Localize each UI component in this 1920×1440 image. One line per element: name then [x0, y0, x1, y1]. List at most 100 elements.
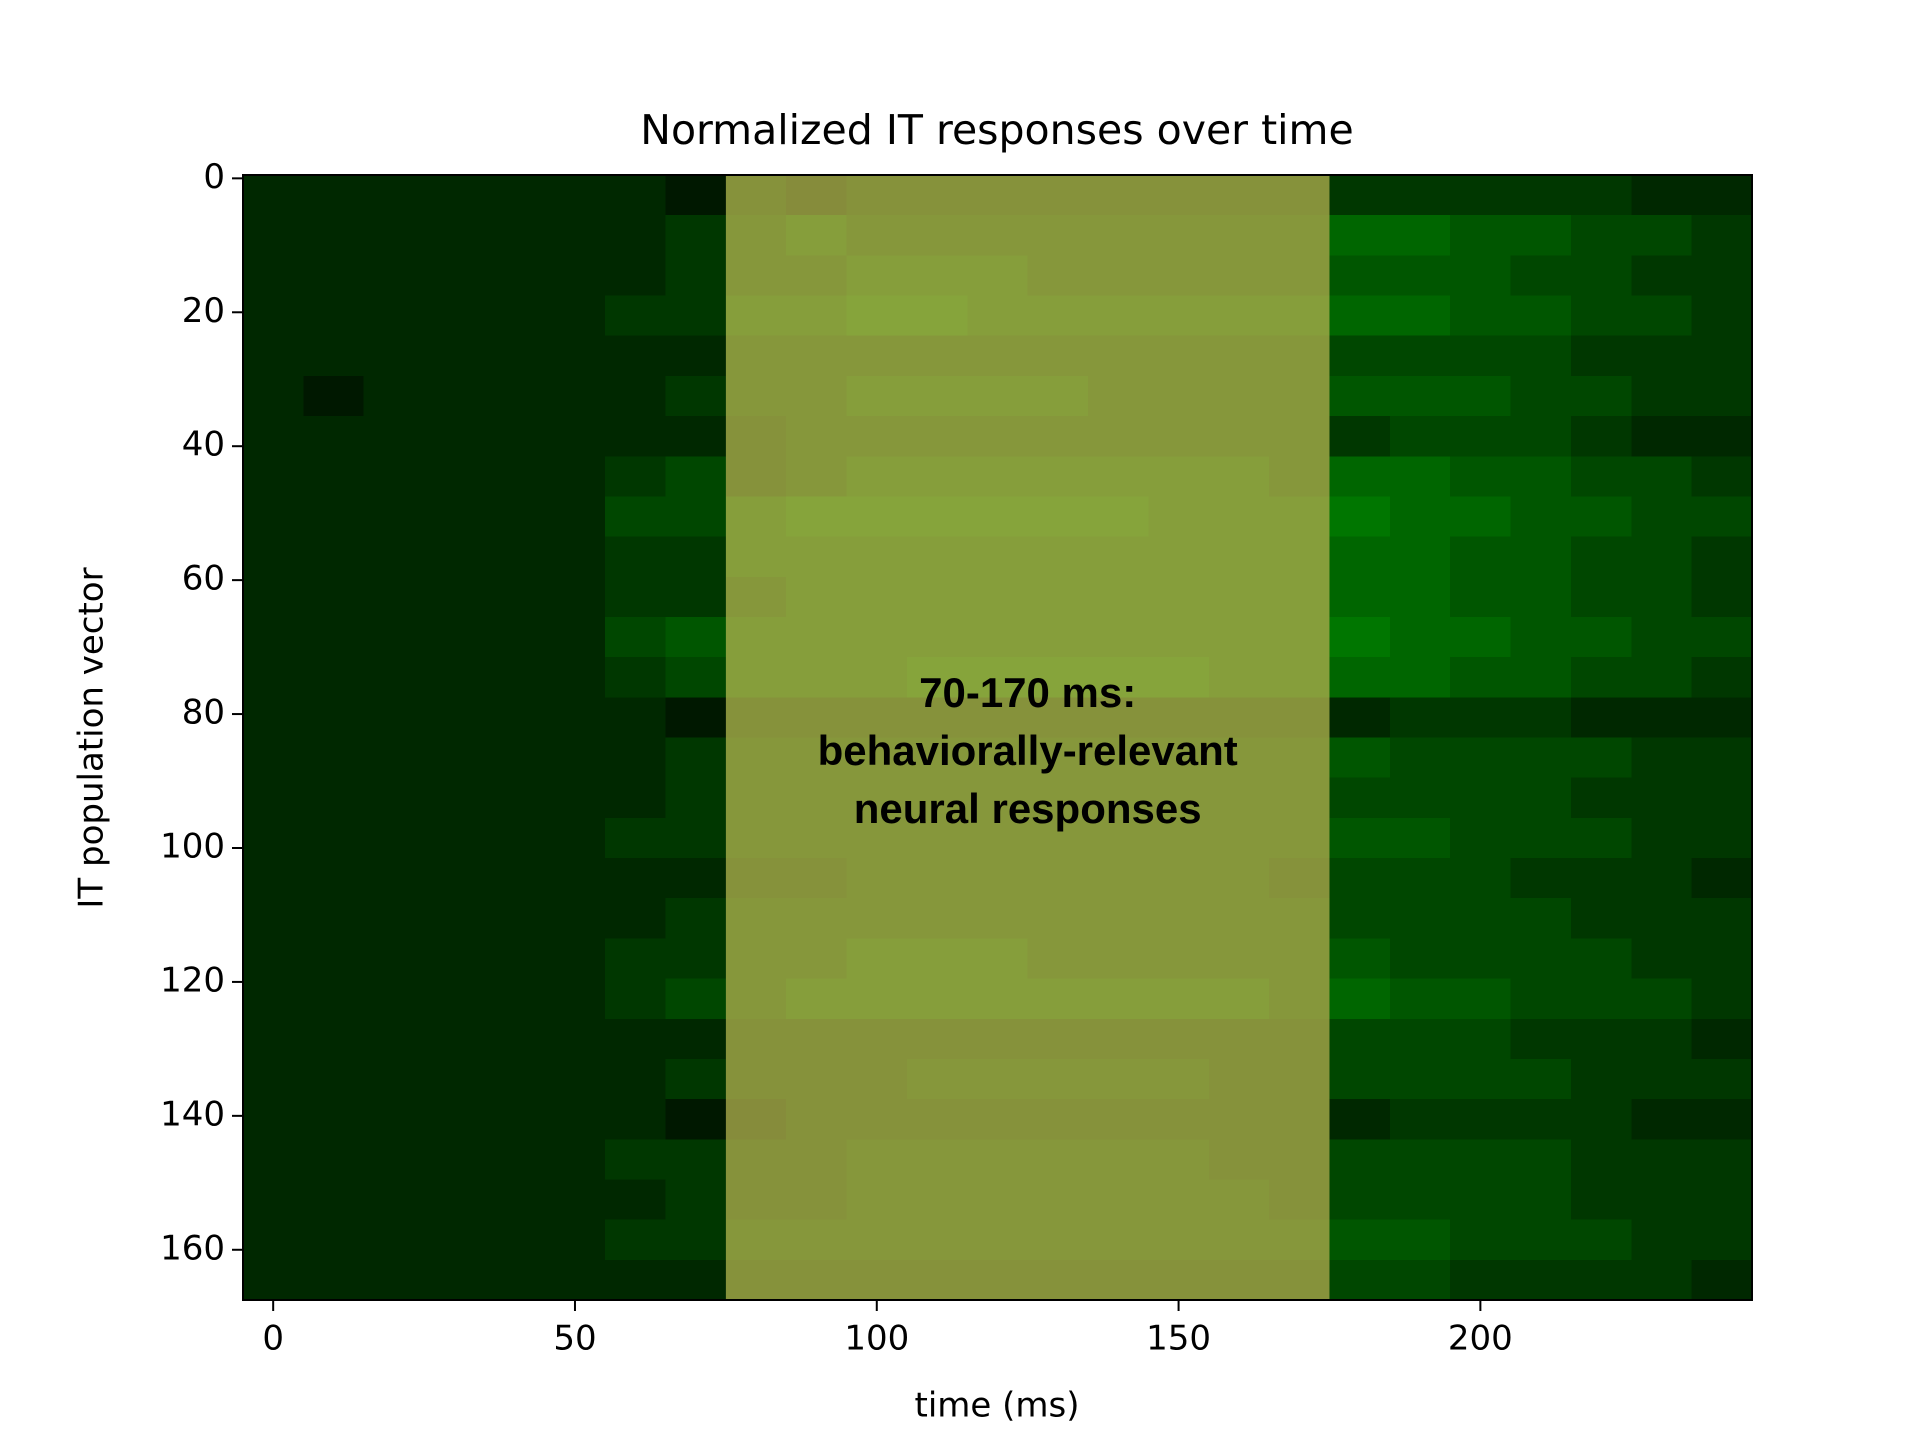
heatmap-cell: [1389, 1058, 1451, 1100]
heatmap-cell: [665, 1139, 727, 1180]
heatmap-cell: [1329, 777, 1391, 819]
heatmap-cell: [1570, 416, 1632, 457]
heatmap-cell: [484, 1219, 546, 1261]
heatmap-cell: [363, 817, 425, 859]
heatmap-cell: [303, 1259, 365, 1301]
heatmap-cell: [1329, 295, 1391, 337]
heatmap-cell: [1329, 1259, 1391, 1301]
heatmap-cell: [605, 697, 667, 738]
y-tick-label: 40: [182, 425, 225, 465]
heatmap-cell: [484, 657, 546, 698]
heatmap-cell: [1450, 496, 1512, 538]
heatmap-cell: [484, 938, 546, 980]
heatmap-cell: [1570, 858, 1632, 899]
heatmap-cell: [424, 335, 485, 377]
heatmap-cell: [1631, 255, 1693, 297]
heatmap-cell: [1450, 576, 1512, 618]
heatmap-cell: [1510, 576, 1572, 618]
heatmap-cell: [1691, 978, 1753, 1020]
heatmap-cell: [605, 175, 667, 216]
heatmap-cell: [1691, 496, 1753, 538]
heatmap-cell: [363, 175, 425, 216]
heatmap-cell: [1329, 456, 1391, 497]
heatmap-cell: [1691, 536, 1753, 578]
heatmap-cell: [303, 416, 365, 457]
heatmap-cell: [1450, 858, 1512, 899]
heatmap-cell: [665, 697, 727, 738]
heatmap-cell: [1450, 295, 1512, 337]
x-tick-label: 100: [844, 1319, 909, 1359]
heatmap-cell: [665, 978, 727, 1020]
heatmap-cell: [363, 335, 425, 377]
heatmap-cell: [1329, 1058, 1391, 1100]
heatmap-cell: [1691, 375, 1753, 417]
heatmap-cell: [484, 737, 546, 779]
heatmap-cell: [665, 456, 727, 497]
heatmap-cell: [424, 1179, 485, 1221]
heatmap-cell: [544, 938, 606, 980]
heatmap-cell: [1389, 576, 1451, 618]
heatmap-cell: [605, 657, 667, 698]
heatmap-cell: [544, 295, 606, 337]
heatmap-cell: [1389, 1018, 1451, 1060]
heatmap-cell: [1631, 295, 1693, 337]
plot-frame: [242, 174, 1753, 1301]
heatmap-cell: [605, 295, 667, 337]
heatmap-cell: [1691, 1139, 1753, 1180]
heatmap-cell: [424, 777, 485, 819]
heatmap-cell: [605, 978, 667, 1020]
heatmap-cell: [484, 777, 546, 819]
heatmap-cell: [1631, 978, 1693, 1020]
heatmap-cell: [484, 416, 546, 457]
heatmap-cell: [243, 697, 304, 738]
heatmap-cell: [605, 536, 667, 578]
heatmap-cell: [484, 576, 546, 618]
heatmap-cell: [605, 1099, 667, 1140]
heatmap-cell: [484, 375, 546, 417]
heatmap-cell: [1329, 1139, 1391, 1180]
heatmap-cell: [1329, 1179, 1391, 1221]
heatmap-cell: [665, 1058, 727, 1100]
heatmap-cell: [424, 616, 485, 658]
heatmap-cell: [544, 978, 606, 1020]
heatmap-cell: [1691, 456, 1753, 497]
heatmap-cell: [1450, 215, 1512, 256]
heatmap-cell: [1631, 536, 1693, 578]
heatmap-cell: [1450, 456, 1512, 497]
heatmap-cell: [665, 416, 727, 457]
heatmap-cell: [1329, 536, 1391, 578]
heatmap-cell: [665, 858, 727, 899]
heatmap-cell: [424, 1018, 485, 1060]
heatmap-cell: [1389, 496, 1451, 538]
heatmap-cell: [1450, 335, 1512, 377]
heatmap-cell: [1691, 697, 1753, 738]
heatmap-cell: [1570, 536, 1632, 578]
heatmap-cell: [484, 1179, 546, 1221]
heatmap-cell: [1389, 657, 1451, 698]
heatmap-cell: [1389, 737, 1451, 779]
heatmap-cell: [1389, 1179, 1451, 1221]
heatmap-cell: [1510, 898, 1572, 939]
heatmap-cell: [363, 777, 425, 819]
highlight-span: [725, 175, 1330, 1300]
heatmap-cell: [1691, 175, 1753, 216]
heatmap-cell: [665, 536, 727, 578]
heatmap-cell: [1510, 978, 1572, 1020]
heatmap-cell: [363, 938, 425, 980]
heatmap-cell: [1510, 737, 1572, 779]
y-tick-label: 160: [160, 1228, 225, 1268]
heatmap-cell: [1691, 737, 1753, 779]
y-tick-label: 120: [160, 960, 225, 1000]
heatmap-cell: [1450, 616, 1512, 658]
heatmap-cell: [484, 858, 546, 899]
heatmap-cell: [544, 777, 606, 819]
heatmap-cell: [303, 215, 365, 256]
heatmap-cell: [544, 616, 606, 658]
heatmap-cell: [484, 1099, 546, 1140]
heatmap-cell: [303, 858, 365, 899]
heatmap-cell: [605, 496, 667, 538]
heatmap-cell: [544, 335, 606, 377]
heatmap-cell: [363, 898, 425, 939]
heatmap-cell: [484, 978, 546, 1020]
heatmap-cell: [1691, 295, 1753, 337]
